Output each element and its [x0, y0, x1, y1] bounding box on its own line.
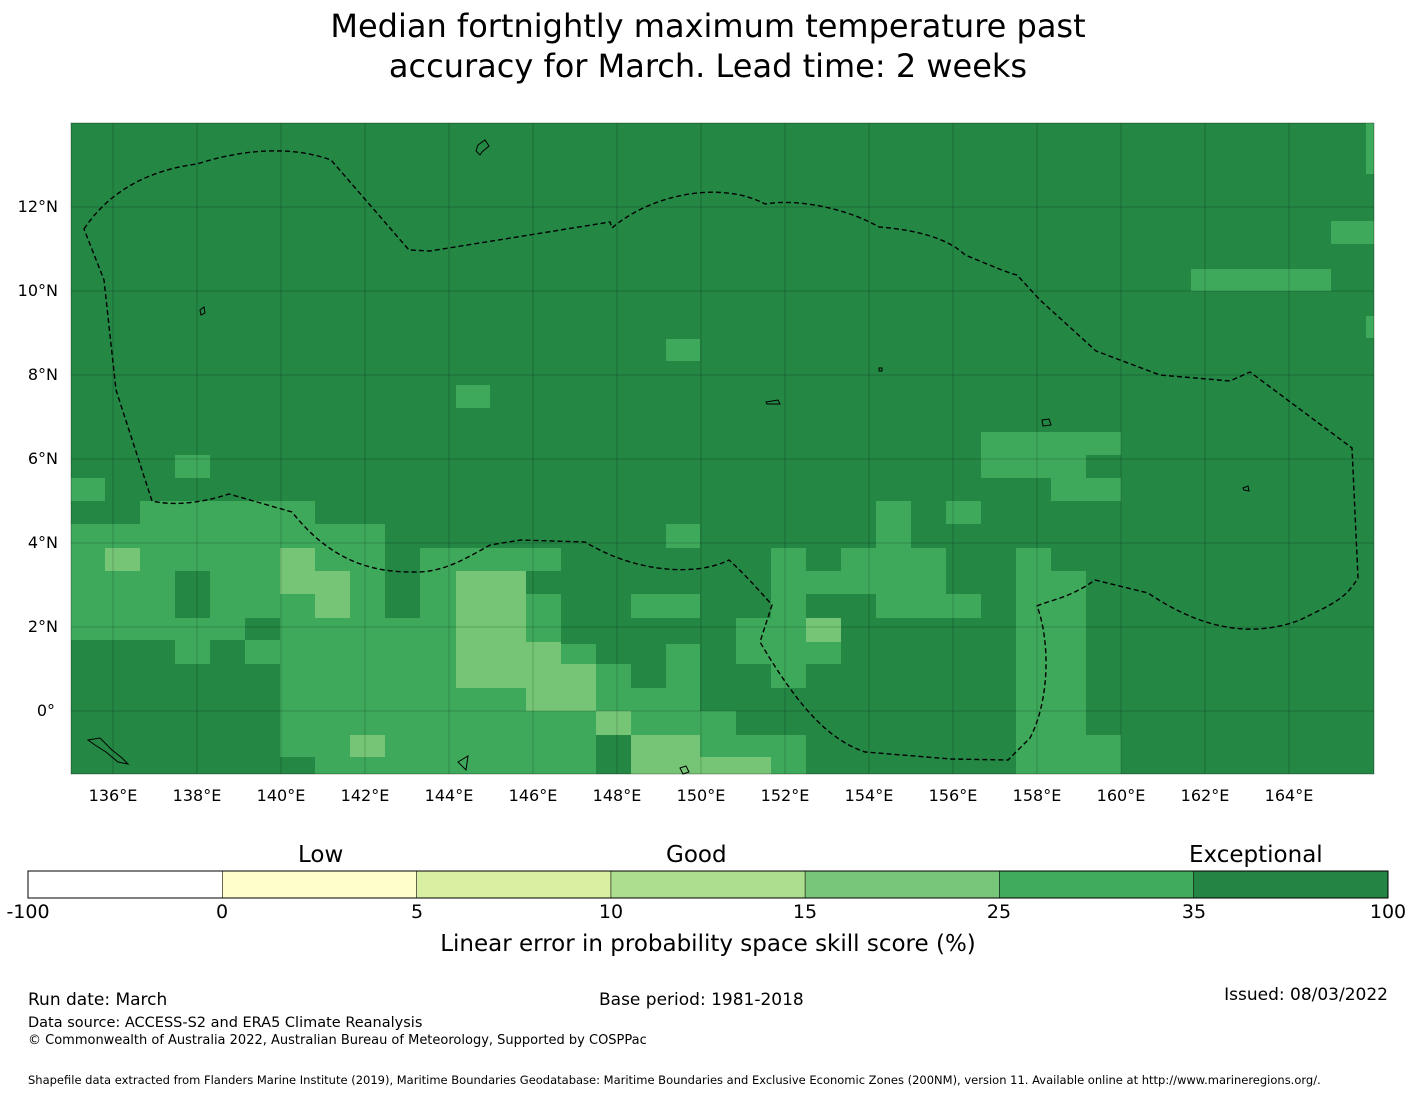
lon-label: 154°E	[845, 786, 894, 805]
lon-label: 162°E	[1181, 786, 1230, 805]
colorbar-label-exceptional: Exceptional	[1189, 842, 1323, 868]
lon-label: 138°E	[173, 786, 222, 805]
lat-label: 2°N	[28, 617, 58, 636]
lon-label: 158°E	[1013, 786, 1062, 805]
lon-label: 148°E	[593, 786, 642, 805]
lat-label: 10°N	[18, 281, 58, 300]
lon-label: 150°E	[677, 786, 726, 805]
colorbar-tick: 0	[215, 901, 229, 923]
colorbar	[27, 870, 1389, 899]
lon-label: 146°E	[509, 786, 558, 805]
colorbar-title: Linear error in probability space skill …	[440, 931, 976, 957]
colorbar-label-good: Good	[666, 842, 727, 868]
lon-label: 140°E	[257, 786, 306, 805]
lon-label: 160°E	[1097, 786, 1146, 805]
skill-cells-15-25	[105, 548, 841, 774]
colorbar-segment	[805, 871, 1000, 898]
colorbar-tick: 100	[1369, 901, 1407, 923]
colorbar-tick: 5	[410, 901, 424, 923]
map-title-line-2: accuracy for March. Lead time: 2 weeks	[388, 47, 1028, 85]
skill-cells-35-100-patches	[71, 548, 561, 774]
colorbar-segment	[610, 871, 806, 898]
lat-label: 6°N	[28, 449, 58, 468]
lat-label: 8°N	[28, 365, 58, 384]
base-period: Base period: 1981-2018	[599, 990, 804, 1010]
colorbar-label-low: Low	[298, 842, 344, 868]
data-source: Data source: ACCESS-S2 and ERA5 Climate …	[28, 1015, 423, 1031]
map-title-line-1: Median fortnightly maximum temperature p…	[330, 7, 1086, 45]
skill-score-map: 136°E 138°E 140°E 142°E 144°E 146°E 148°…	[18, 122, 1375, 805]
copyright: © Commonwealth of Australia 2022, Austra…	[28, 1033, 647, 1048]
lon-label: 152°E	[761, 786, 810, 805]
lon-label: 156°E	[929, 786, 978, 805]
colorbar-segment	[28, 871, 223, 898]
graticule	[71, 123, 1374, 774]
coastlines	[86, 139, 1250, 775]
colorbar-segment	[222, 871, 417, 898]
colorbar-tick: 15	[792, 901, 818, 923]
colorbar-tick: -100	[6, 901, 50, 923]
map-frame	[70, 122, 1375, 775]
lon-label: 144°E	[425, 786, 474, 805]
colorbar-segment	[416, 871, 611, 898]
colorbar-tick: 35	[1181, 901, 1207, 923]
lon-label: 164°E	[1265, 786, 1314, 805]
run-date: Run date: March	[28, 990, 168, 1010]
lat-label: 0°	[37, 701, 55, 720]
colorbar-segment	[1193, 871, 1388, 898]
lat-label: 12°N	[18, 197, 58, 216]
colorbar-tick: 10	[598, 901, 624, 923]
eez-boundary	[83, 150, 1359, 761]
lon-label: 136°E	[89, 786, 138, 805]
issued-date: Issued: 08/03/2022	[1224, 985, 1388, 1005]
shapefile-credit: Shapefile data extracted from Flanders M…	[28, 1073, 1321, 1087]
colorbar-tick: 25	[986, 901, 1012, 923]
colorbar-segment	[999, 871, 1194, 898]
lat-label: 4°N	[28, 533, 58, 552]
lon-label: 142°E	[341, 786, 390, 805]
